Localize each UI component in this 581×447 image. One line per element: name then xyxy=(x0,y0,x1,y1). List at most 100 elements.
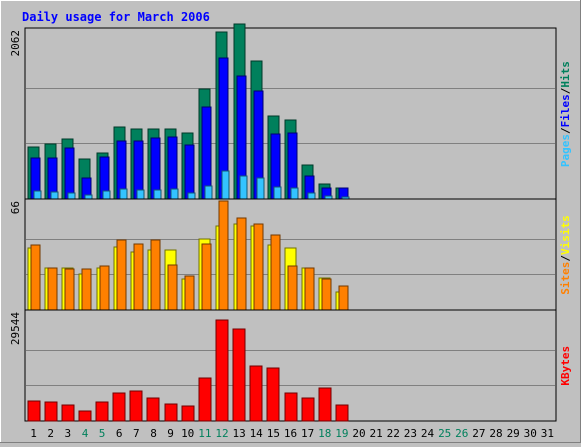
bar-pages-day-4 xyxy=(84,194,93,200)
bar-files-day-11 xyxy=(201,106,212,200)
bar-kbytes-day-8 xyxy=(146,397,160,422)
bar-kbytes-day-17 xyxy=(301,397,315,422)
bar-pages-day-2 xyxy=(50,191,59,200)
bar-sites-day-12 xyxy=(218,200,229,311)
bar-pages-day-6 xyxy=(119,188,128,200)
bar-kbytes-day-2 xyxy=(44,401,58,422)
day-label-22: 22 xyxy=(387,427,400,440)
legend-item-hits-files-pages-4: Hits xyxy=(559,61,572,88)
day-label-4: 4 xyxy=(82,427,89,440)
bar-pages-day-11 xyxy=(204,185,213,200)
bar-files-day-10 xyxy=(184,144,195,200)
legend-item-visits-sites-2: Visits xyxy=(559,215,572,255)
day-label-19: 19 xyxy=(335,427,348,440)
bar-pages-day-16 xyxy=(290,187,299,200)
day-label-7: 7 xyxy=(133,427,140,440)
bar-sites-day-18 xyxy=(321,278,332,311)
bar-sites-day-13 xyxy=(236,217,247,311)
bar-kbytes-day-11 xyxy=(198,377,212,422)
bar-sites-day-3 xyxy=(64,268,75,311)
day-label-5: 5 xyxy=(99,427,106,440)
legend-item-kbytes-0: KBytes xyxy=(559,346,572,386)
bar-pages-day-9 xyxy=(170,188,179,200)
day-label-28: 28 xyxy=(489,427,502,440)
bar-sites-day-17 xyxy=(304,267,315,311)
bar-kbytes-day-10 xyxy=(181,405,195,422)
bar-pages-day-10 xyxy=(187,192,196,200)
bar-sites-day-7 xyxy=(133,243,144,311)
day-label-25: 25 xyxy=(438,427,451,440)
bar-files-day-3 xyxy=(64,147,75,200)
bar-sites-day-5 xyxy=(99,265,110,311)
bar-sites-day-16 xyxy=(287,265,298,311)
panels-layer: 2062Pages/Files/Hits66Sites/Visits29544K… xyxy=(9,23,572,422)
bar-kbytes-day-16 xyxy=(284,392,298,422)
day-label-11: 11 xyxy=(198,427,211,440)
day-label-18: 18 xyxy=(318,427,331,440)
bar-kbytes-day-7 xyxy=(129,390,143,422)
bar-sites-day-4 xyxy=(81,268,92,311)
bar-kbytes-day-9 xyxy=(164,403,178,422)
chart-title: Daily usage for March 2006 xyxy=(22,10,210,24)
bar-kbytes-day-4 xyxy=(78,410,92,422)
day-label-30: 30 xyxy=(524,427,537,440)
day-label-29: 29 xyxy=(507,427,520,440)
bar-pages-day-1 xyxy=(33,190,42,200)
y-max-label-kbytes: 29544 xyxy=(9,312,22,345)
legend-visits-sites: Sites/Visits xyxy=(559,215,572,295)
day-label-10: 10 xyxy=(181,427,194,440)
bar-sites-day-6 xyxy=(116,239,127,311)
bar-pages-day-15 xyxy=(273,186,282,200)
legend-item-hits-files-pages-2: Files xyxy=(559,94,572,127)
bar-sites-day-15 xyxy=(270,234,281,311)
day-label-24: 24 xyxy=(421,427,435,440)
day-label-6: 6 xyxy=(116,427,123,440)
bar-kbytes-day-6 xyxy=(112,392,126,422)
bar-kbytes-day-15 xyxy=(266,367,280,422)
legend-item-hits-files-pages-0: Pages xyxy=(559,134,572,167)
day-label-26: 26 xyxy=(455,427,468,440)
day-label-20: 20 xyxy=(352,427,365,440)
day-label-23: 23 xyxy=(404,427,417,440)
day-label-13: 13 xyxy=(232,427,245,440)
legend-item-hits-files-pages-3: / xyxy=(559,87,572,94)
bar-sites-day-19 xyxy=(338,285,349,311)
day-label-1: 1 xyxy=(30,427,37,440)
day-label-2: 2 xyxy=(47,427,54,440)
bar-kbytes-day-13 xyxy=(232,328,246,422)
day-axis: 1 2 3 4 5 6 7 8 9 10 11 12 13 14 15 16 17 18 19 20 21 22 23 24 2… xyxy=(30,427,554,440)
bar-pages-day-12 xyxy=(221,170,230,200)
bar-kbytes-day-19 xyxy=(335,404,349,422)
day-label-16: 16 xyxy=(284,427,297,440)
day-label-12: 12 xyxy=(215,427,228,440)
legend-item-hits-files-pages-1: / xyxy=(559,127,572,134)
legend-item-visits-sites-0: Sites xyxy=(559,262,572,295)
bar-pages-day-5 xyxy=(102,190,111,200)
legend-item-visits-sites-1: / xyxy=(559,255,572,262)
bar-sites-day-9 xyxy=(167,264,178,311)
panel-visits-sites: 66 Sites/Visits xyxy=(9,198,572,311)
bar-kbytes-day-3 xyxy=(61,404,75,422)
bar-kbytes-day-12 xyxy=(215,319,229,422)
bar-pages-day-3 xyxy=(67,192,76,200)
bar-sites-day-10 xyxy=(184,275,195,311)
bar-pages-day-14 xyxy=(256,177,265,200)
bar-pages-day-17 xyxy=(307,192,316,200)
legend-kbytes: KBytes xyxy=(559,346,572,386)
bar-sites-day-8 xyxy=(150,239,161,311)
bar-kbytes-day-18 xyxy=(318,387,332,422)
day-label-14: 14 xyxy=(250,427,264,440)
day-label-31: 31 xyxy=(541,427,554,440)
bar-sites-day-11 xyxy=(201,243,212,311)
y-max-label-hits-files-pages: 2062 xyxy=(9,30,22,57)
bar-kbytes-day-14 xyxy=(249,365,263,422)
bar-kbytes-day-5 xyxy=(95,401,109,422)
bar-sites-day-2 xyxy=(47,267,58,311)
bar-sites-day-14 xyxy=(253,223,264,311)
day-label-9: 9 xyxy=(167,427,174,440)
panel-kbytes: 29544 KBytes xyxy=(9,309,572,422)
day-label-21: 21 xyxy=(369,427,382,440)
